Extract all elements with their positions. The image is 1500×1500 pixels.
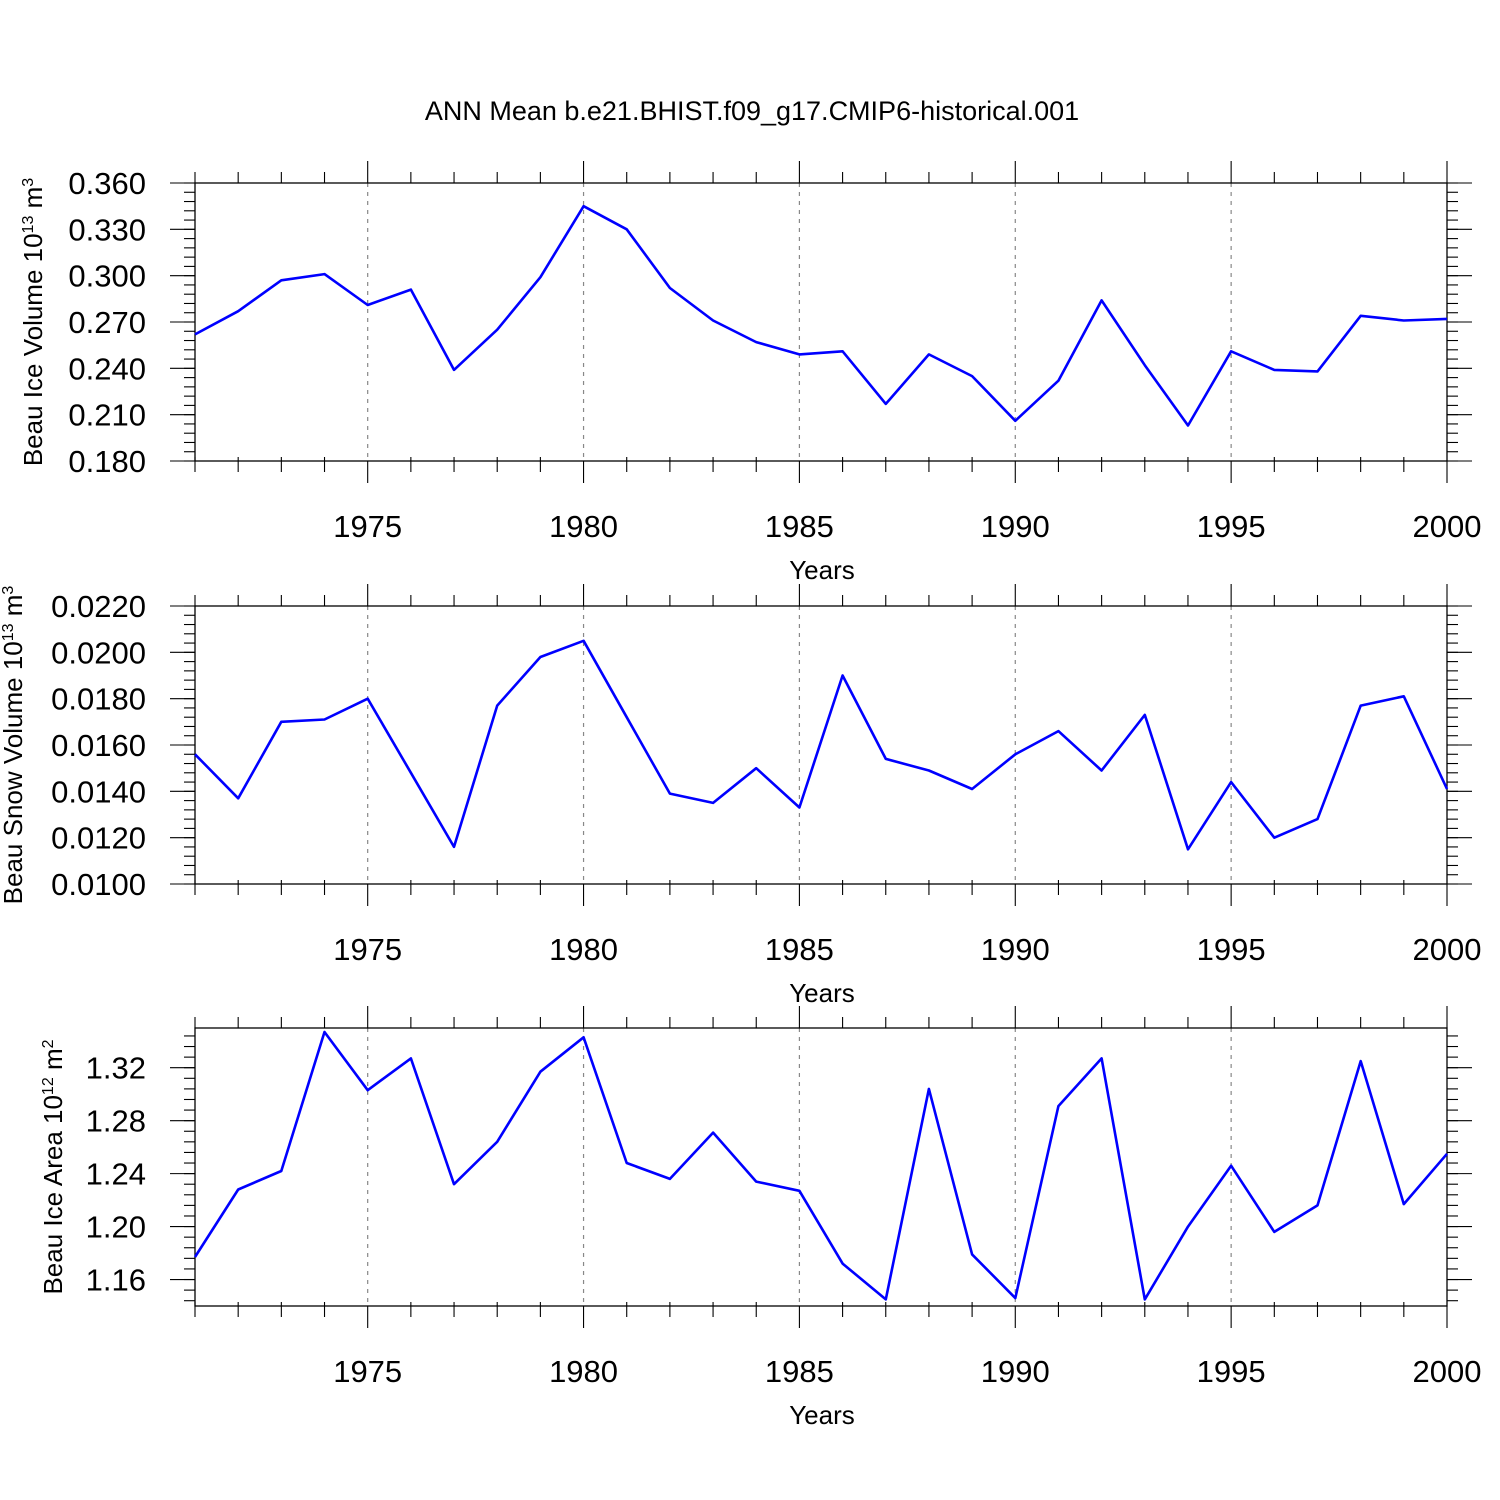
y-axis-title-superscript: 13 <box>20 216 37 234</box>
series-line <box>194 639 1449 851</box>
y-axis-title-superscript: 12 <box>40 1077 57 1095</box>
x-tick-label: 1975 <box>333 1354 402 1389</box>
x-tick-label: 1995 <box>1197 932 1266 967</box>
y-tick-label: 0.360 <box>68 166 146 201</box>
y-axis-title-part: Beau Ice Volume 10 <box>18 233 48 466</box>
y-axis-title-superscript: 3 <box>20 178 37 187</box>
x-tick-label: 1980 <box>549 1354 618 1389</box>
y-tick-label: 1.16 <box>86 1263 146 1298</box>
x-tick-label: 1975 <box>333 932 402 967</box>
x-axis-title: Years <box>789 555 855 585</box>
y-axis-title: Beau Ice Volume 1013 m3 <box>18 178 48 466</box>
y-tick-label: 0.0120 <box>51 821 146 856</box>
y-tick-label: 0.210 <box>68 398 146 433</box>
x-axis-title: Years <box>789 1400 855 1430</box>
y-axis-title-part: m <box>18 187 48 216</box>
chart-title: ANN Mean b.e21.BHIST.f09_g17.CMIP6-histo… <box>425 96 1079 126</box>
x-tick-label: 1995 <box>1197 1354 1266 1389</box>
y-axis-title-part: Beau Ice Area 10 <box>38 1095 68 1294</box>
x-tick-label: 1995 <box>1197 509 1266 544</box>
y-tick-label: 1.24 <box>86 1157 146 1192</box>
y-axis-title: Beau Ice Area 1012 m2 <box>38 1039 68 1294</box>
y-tick-label: 0.270 <box>68 305 146 340</box>
x-tick-label: 2000 <box>1413 509 1482 544</box>
y-tick-label: 0.0220 <box>51 589 146 624</box>
y-tick-label: 1.32 <box>86 1051 146 1086</box>
y-tick-label: 0.0160 <box>51 728 146 763</box>
panel-2: 0.0100 0.0120 0.0140 0.0160 0.0180 0.0200 0.02… <box>0 584 1481 1008</box>
y-axis-title-part: m <box>0 595 28 624</box>
x-tick-label: 1980 <box>549 932 618 967</box>
y-tick-label: 0.180 <box>68 444 146 479</box>
y-axis-title-part: m <box>38 1048 68 1077</box>
series-line <box>193 1030 1448 1301</box>
series-line <box>194 204 1448 427</box>
x-tick-label: 1985 <box>765 932 834 967</box>
y-axis-title-superscript: 3 <box>0 586 17 595</box>
plot-frame <box>194 605 1448 885</box>
y-axis-title-superscript: 13 <box>0 623 17 641</box>
y-tick-label: 0.300 <box>68 259 146 294</box>
x-tick-label: 1985 <box>765 509 834 544</box>
x-tick-label: 1985 <box>765 1354 834 1389</box>
y-tick-label: 0.0100 <box>51 867 146 902</box>
x-tick-label: 1975 <box>333 509 402 544</box>
x-tick-label: 1990 <box>981 932 1050 967</box>
x-axis-title: Years <box>789 978 855 1008</box>
y-axis-title-superscript: 2 <box>40 1039 57 1048</box>
y-tick-label: 1.28 <box>86 1104 146 1139</box>
y-tick-label: 0.330 <box>68 212 146 247</box>
x-tick-label: 2000 <box>1413 1354 1482 1389</box>
y-tick-label: 0.0180 <box>51 682 146 717</box>
y-axis-title-part: Beau Snow Volume 10 <box>0 641 28 904</box>
panel-3: 1.16 1.20 1.24 1.28 1.32 1975 1980 1985 1990 1995… <box>38 1006 1481 1430</box>
y-tick-label: 0.0140 <box>51 774 146 809</box>
panel-1: 0.180 0.210 0.240 0.270 0.300 0.330 0.360 1975 1… <box>18 161 1481 585</box>
plot-frame <box>194 1027 1448 1307</box>
y-tick-label: 1.20 <box>86 1210 146 1245</box>
x-tick-label: 1980 <box>549 509 618 544</box>
y-axis-title: Beau Snow Volume 1013 m3 <box>0 586 28 905</box>
y-tick-label: 0.0200 <box>51 635 146 670</box>
y-tick-label: 0.240 <box>68 351 146 386</box>
x-tick-label: 2000 <box>1413 932 1482 967</box>
plot-frame <box>194 182 1448 462</box>
x-tick-label: 1990 <box>981 1354 1050 1389</box>
x-tick-label: 1990 <box>981 509 1050 544</box>
